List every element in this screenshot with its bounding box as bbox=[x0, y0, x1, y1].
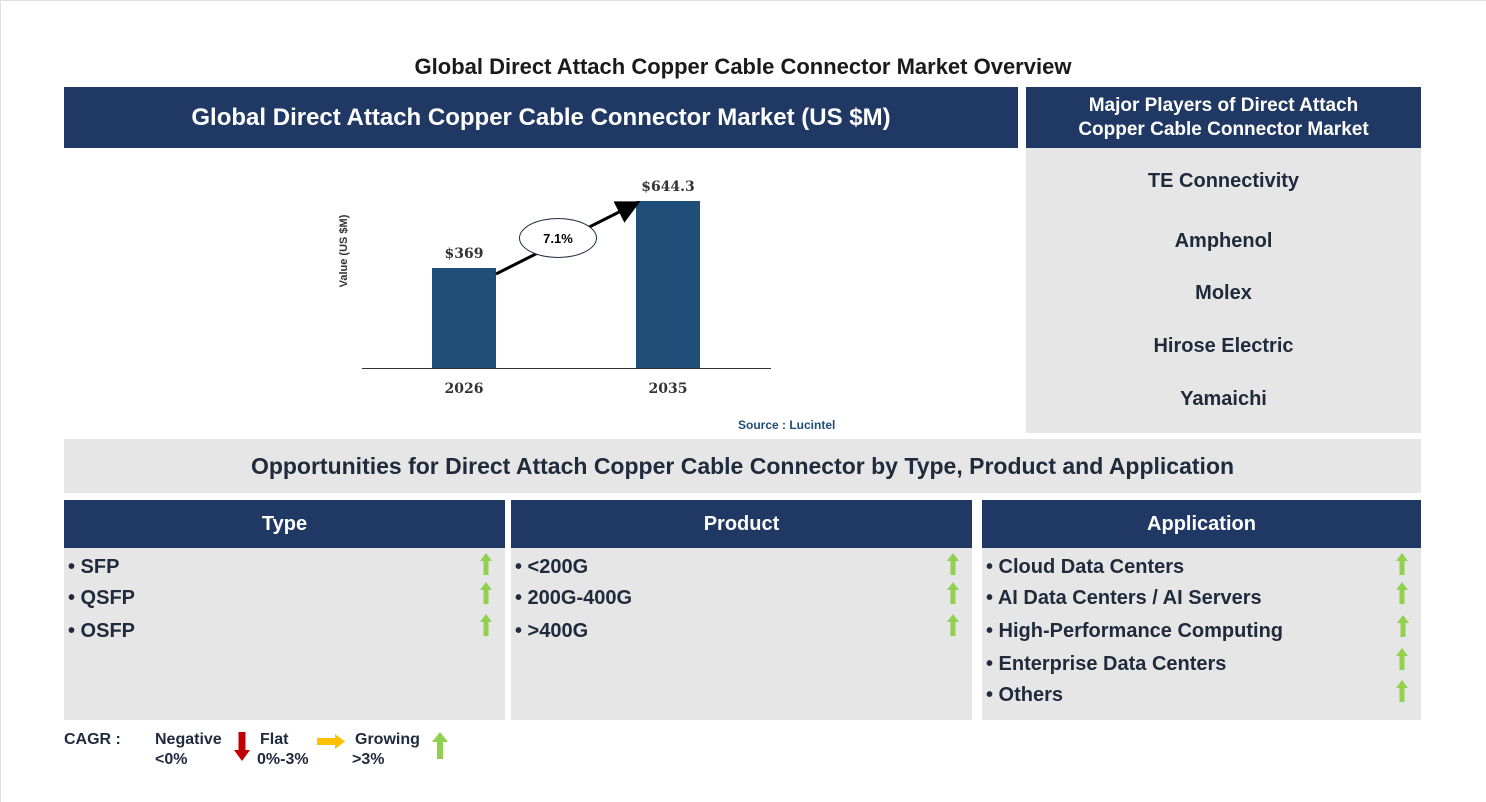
cagr-ellipse: 7.1% bbox=[519, 218, 597, 258]
up-arrow-icon bbox=[947, 582, 959, 604]
up-arrow-icon bbox=[480, 553, 492, 575]
product-item: • <200G bbox=[515, 556, 589, 578]
application-item: • Enterprise Data Centers bbox=[986, 653, 1227, 675]
cagr-value: 7.1% bbox=[543, 230, 573, 246]
application-item: • Others bbox=[986, 684, 1064, 706]
opportunities-header: Opportunities for Direct Attach Copper C… bbox=[64, 439, 1421, 493]
page-title: Global Direct Attach Copper Cable Connec… bbox=[414, 54, 1072, 79]
up-arrow-icon bbox=[480, 614, 492, 636]
up-arrow-icon bbox=[480, 582, 492, 604]
type-item: • SFP bbox=[68, 556, 120, 578]
players-header-line2: Copper Cable Connector Market bbox=[1078, 118, 1369, 140]
players-header-line1: Major Players of Direct Attach bbox=[1088, 94, 1359, 116]
player-item: TE Connectivity bbox=[1147, 170, 1300, 192]
legend-growing-range: >3% bbox=[352, 751, 385, 768]
x-tick-2026: 2026 bbox=[444, 381, 484, 397]
product-column-body: • <200G • 200G-400G • >400G bbox=[511, 548, 972, 720]
up-arrow-icon bbox=[947, 614, 959, 636]
legend-flat-range: 0%-3% bbox=[257, 751, 309, 768]
type-item: • OSFP bbox=[68, 620, 136, 642]
y-axis-label: Value (US $M) bbox=[338, 214, 350, 288]
chart-header: Global Direct Attach Copper Cable Connec… bbox=[64, 87, 1018, 148]
player-item: Yamaichi bbox=[1180, 388, 1267, 410]
up-arrow-icon bbox=[1396, 680, 1408, 702]
value-label-2035: $644.3 bbox=[641, 179, 695, 195]
up-arrow-icon bbox=[1397, 615, 1409, 637]
up-arrow-icon bbox=[947, 553, 959, 575]
x-tick-2035: 2035 bbox=[648, 381, 688, 397]
legend-growing-name: Growing bbox=[355, 731, 420, 748]
product-item: • >400G bbox=[515, 620, 589, 642]
type-column-header: Type bbox=[64, 500, 505, 548]
legend-label: CAGR : bbox=[64, 731, 121, 748]
player-item: Hirose Electric bbox=[1153, 335, 1294, 357]
value-label-2026: $369 bbox=[444, 246, 484, 262]
legend-negative-range: <0% bbox=[155, 751, 188, 768]
source-label: Source : Lucintel bbox=[738, 418, 836, 432]
up-arrow-icon bbox=[1396, 582, 1408, 604]
down-arrow-icon bbox=[234, 732, 250, 761]
application-column-body: • Cloud Data Centers • AI Data Centers /… bbox=[982, 548, 1421, 720]
application-item: • High-Performance Computing bbox=[986, 620, 1284, 642]
x-axis-line bbox=[362, 368, 771, 369]
type-column-body: • SFP • QSFP • OSFP bbox=[64, 548, 505, 720]
application-item: • Cloud Data Centers bbox=[986, 556, 1185, 578]
player-item: Amphenol bbox=[1174, 230, 1273, 252]
up-arrow-icon bbox=[1396, 648, 1408, 670]
product-item: • 200G-400G bbox=[515, 587, 633, 609]
type-item: • QSFP bbox=[68, 587, 136, 609]
player-item: Molex bbox=[1195, 282, 1252, 304]
bar-2026 bbox=[432, 268, 496, 368]
players-header: Major Players of Direct Attach Copper Ca… bbox=[1026, 87, 1421, 148]
application-column-header: Application bbox=[982, 500, 1421, 548]
players-list: TE Connectivity Amphenol Molex Hirose El… bbox=[1026, 148, 1421, 433]
up-arrow-icon bbox=[432, 732, 448, 759]
bar-2035 bbox=[636, 201, 700, 368]
up-arrow-icon bbox=[1396, 553, 1408, 575]
application-item: • AI Data Centers / AI Servers bbox=[986, 587, 1262, 609]
legend-negative-name: Negative bbox=[155, 731, 222, 748]
right-arrow-icon bbox=[317, 734, 345, 749]
legend-flat-name: Flat bbox=[260, 731, 289, 748]
product-column-header: Product bbox=[511, 500, 972, 548]
